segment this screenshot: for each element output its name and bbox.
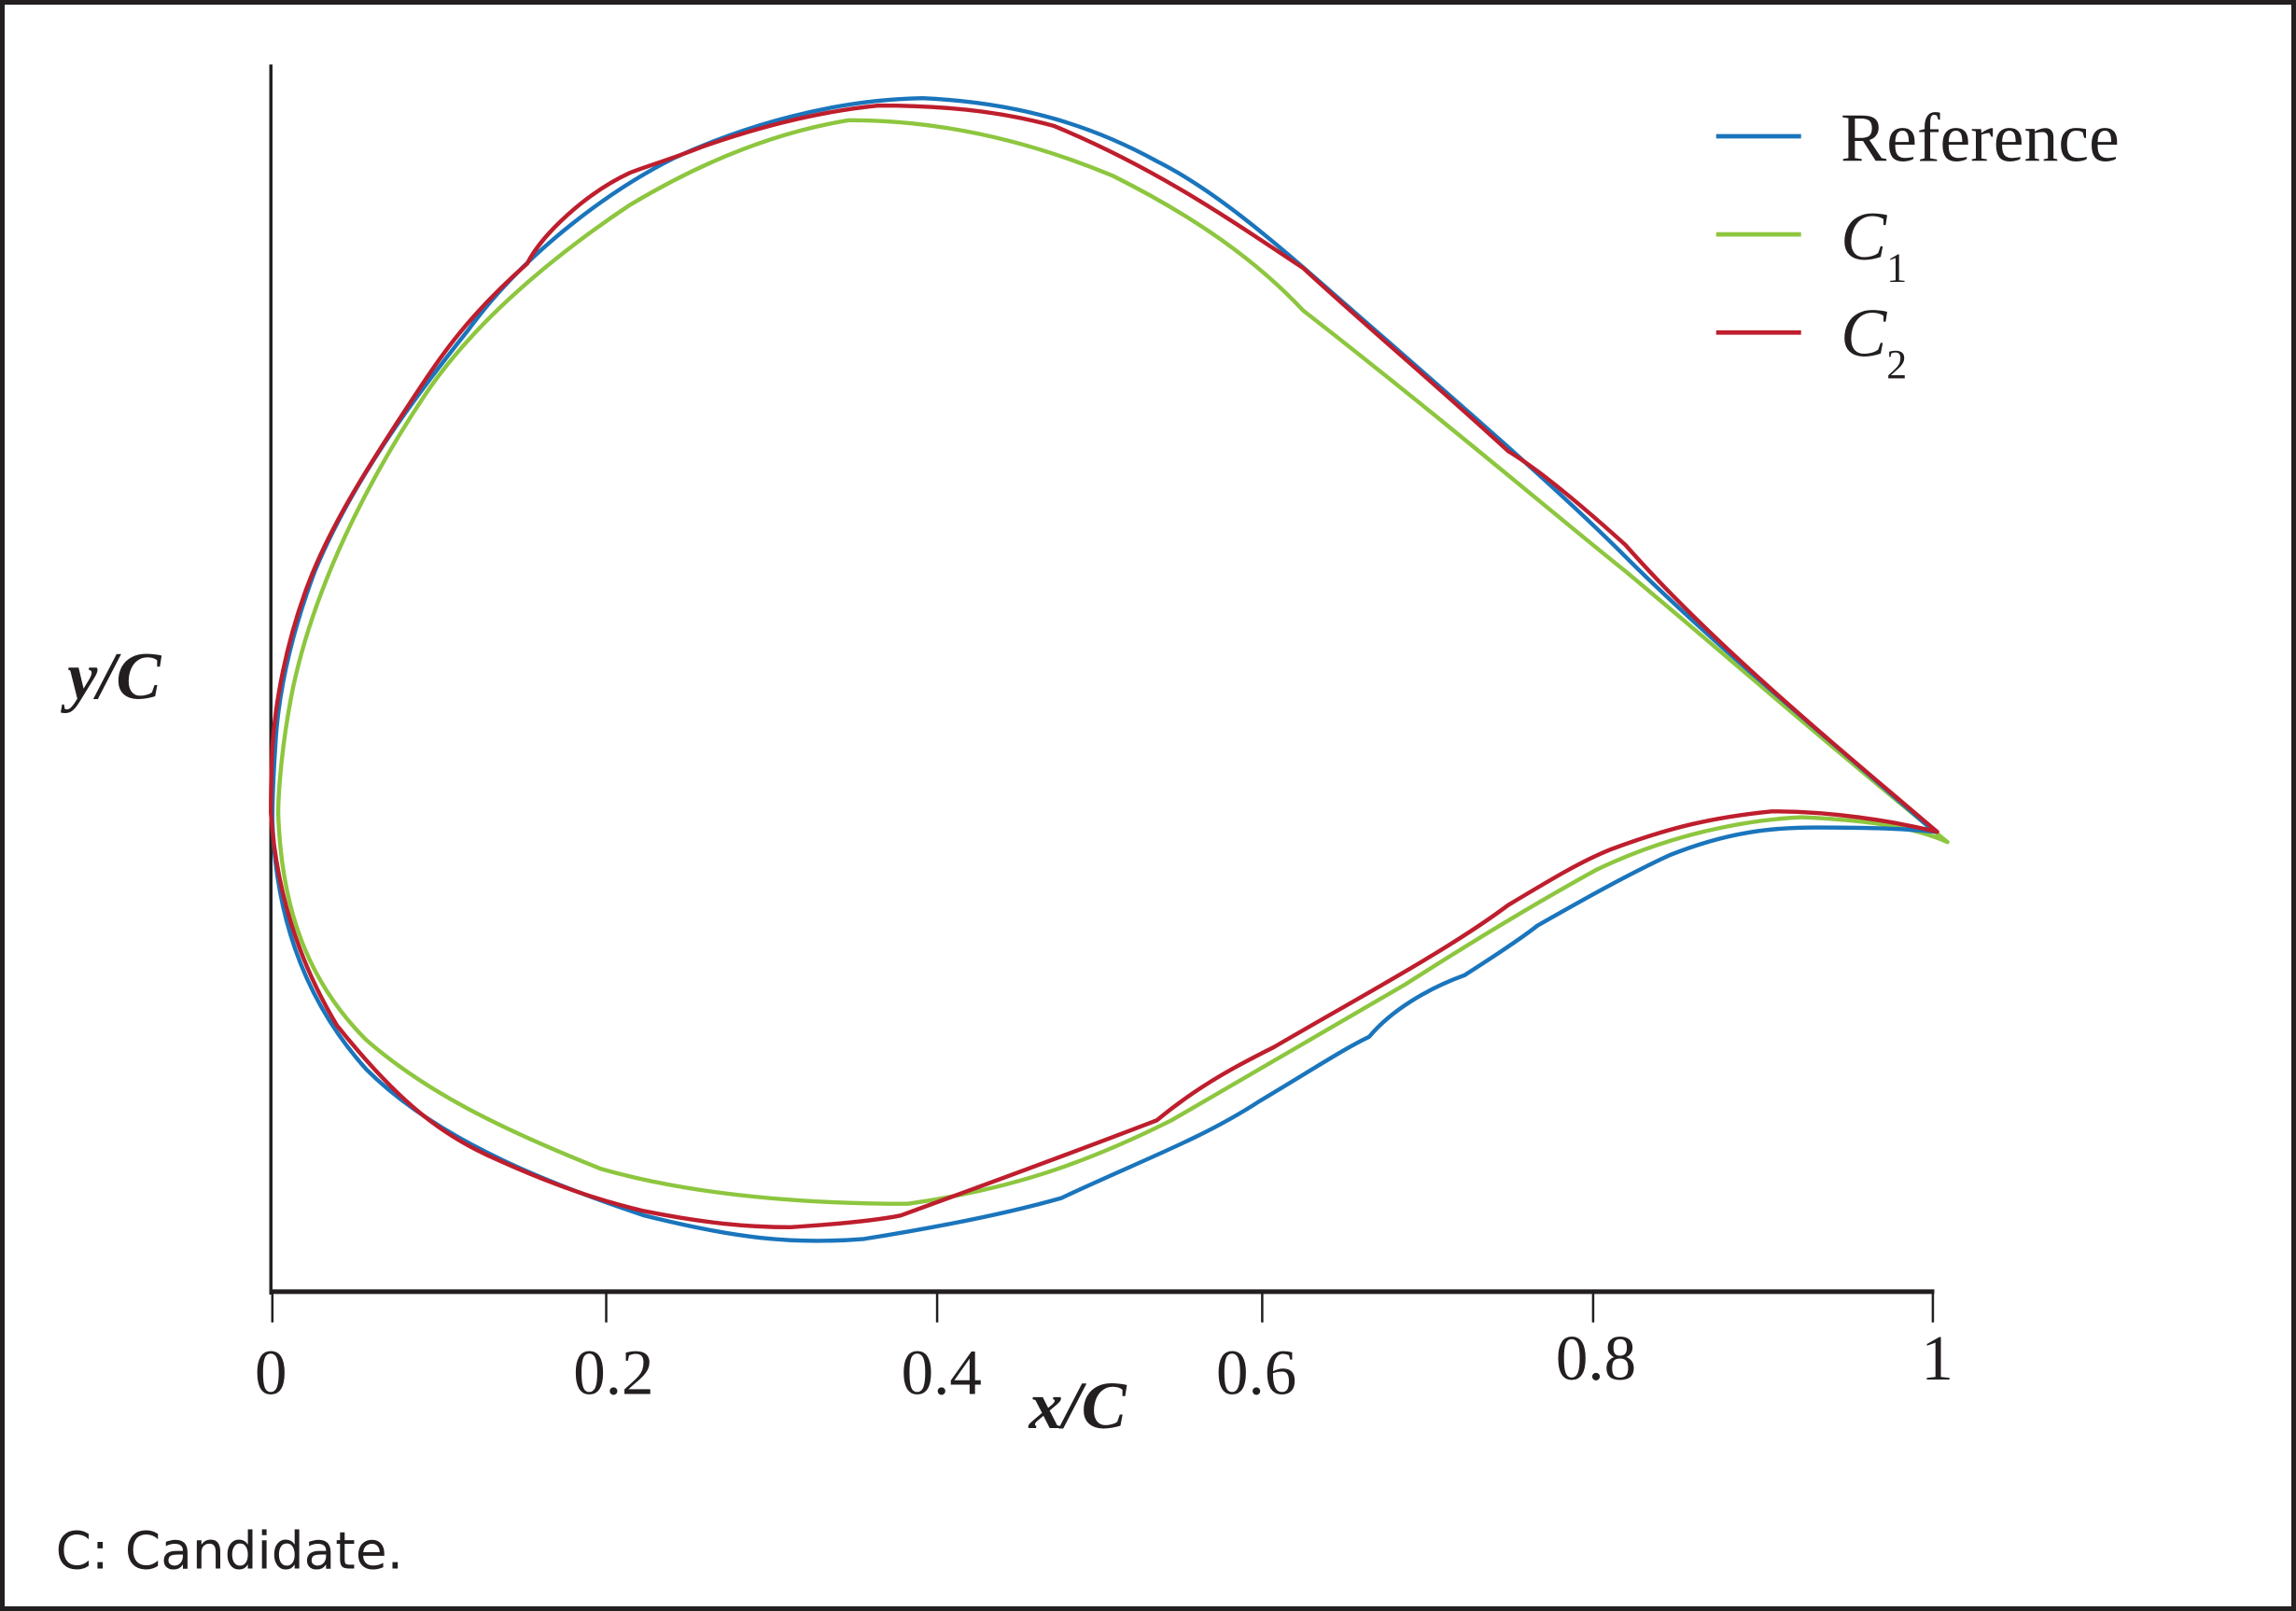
legend-label-reference: Reference <box>1841 100 2120 176</box>
legend-item-c2: C2 <box>1715 294 1907 387</box>
legend-label-c2: C2 <box>1841 294 1907 387</box>
x-tick-label: 1 <box>1921 1322 1953 1394</box>
series-c2-curve <box>269 103 1939 1230</box>
x-axis-title: x/C <box>1029 1368 1127 1443</box>
legend: Reference C1 C2 <box>1715 100 2120 387</box>
x-tick-label: 0.2 <box>573 1337 653 1408</box>
figure-caption: C: Candidate. <box>56 1520 403 1580</box>
x-tick-label: 0.4 <box>902 1337 982 1408</box>
series-c1-curve <box>275 118 1950 1206</box>
x-tick-label: 0.8 <box>1556 1322 1636 1394</box>
x-tick-label: 0 <box>255 1337 287 1408</box>
y-axis-title: y/C <box>60 638 161 713</box>
x-axis-ticks <box>271 1291 1935 1323</box>
legend-label-c1: C1 <box>1841 198 1907 291</box>
legend-item-reference: Reference <box>1715 100 2120 176</box>
x-tick-label: 0.6 <box>1216 1337 1296 1408</box>
legend-item-c1: C1 <box>1715 198 1907 291</box>
x-tick-labels: 0 0.2 0.4 0.6 0.8 1 <box>255 1322 1953 1408</box>
